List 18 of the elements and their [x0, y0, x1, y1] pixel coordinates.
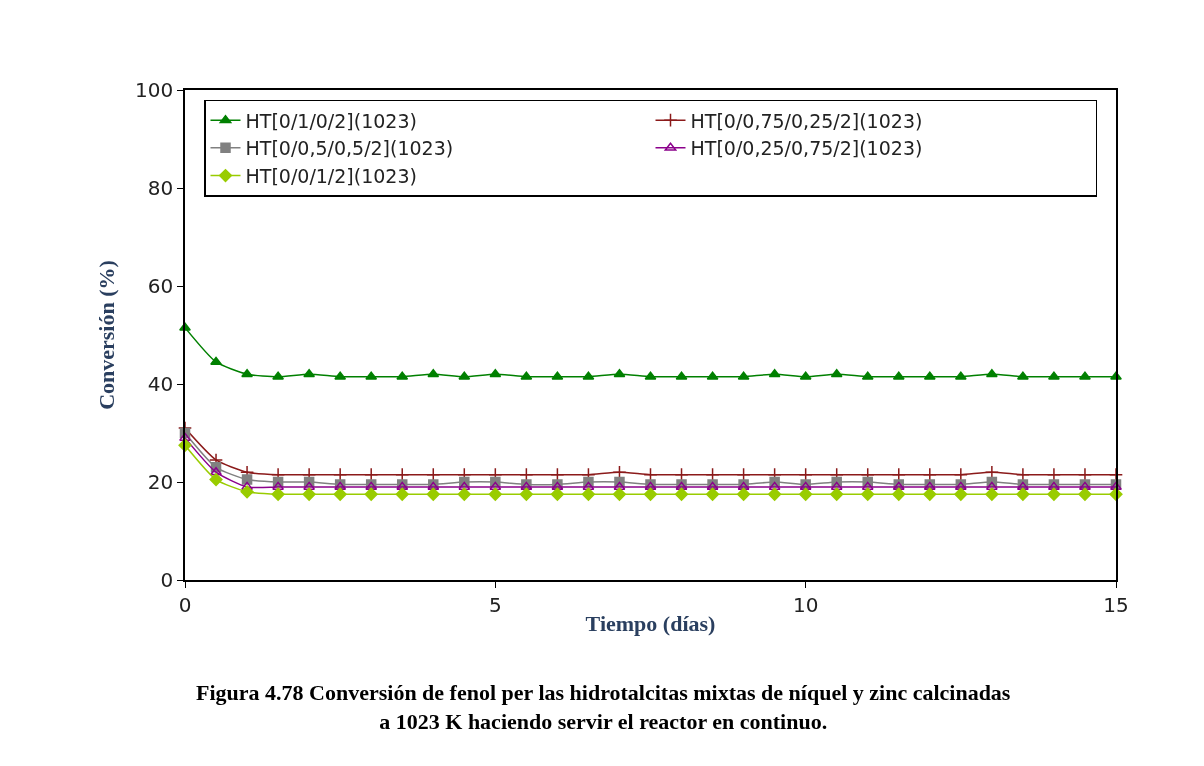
y-tick-label: 0 [160, 568, 174, 592]
x-axis-title: Tiempo (días) [585, 611, 716, 637]
y-tick-label: 20 [147, 470, 174, 494]
legend-label: HT[0/0,5/0,5/2](1023) [245, 137, 454, 160]
legend-label: HT[0/1/0/2](1023) [245, 109, 417, 132]
y-tick-label: 80 [147, 176, 174, 200]
text: Figura 4.78 Conversión de fenol per las hidrotalcitas mixtas de níquel y zinc calcinadas a 1023 K haciendo servir el reactor en continuo. [196, 680, 1011, 734]
x-tick-label: 15 [1103, 592, 1129, 617]
y-axis-title: Conversión (%) [94, 260, 120, 410]
x-tick-label: 5 [488, 592, 502, 617]
x-tick-label: 0 [178, 592, 192, 617]
x-tick-label: 10 [792, 592, 819, 617]
y-tick-label: 40 [147, 372, 174, 396]
y-tick-label: 60 [147, 274, 174, 298]
legend-label: HT[0/0,25/0,75/2](1023) [690, 137, 923, 160]
legend-label: HT[0/0,75/0,25/2](1023) [690, 109, 923, 132]
y-tick-label: 100 [135, 78, 174, 102]
legend-label: HT[0/0/1/2](1023) [245, 164, 417, 187]
